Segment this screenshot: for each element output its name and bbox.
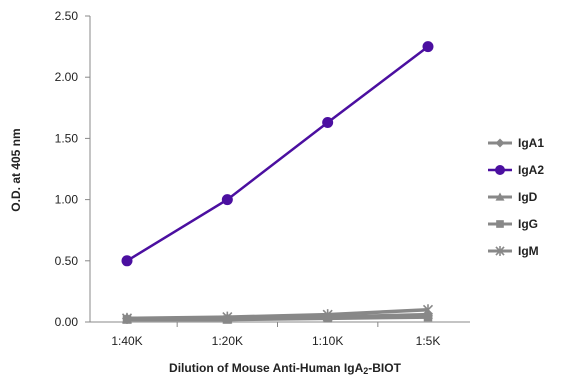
legend-label-iga1: IgA1	[518, 136, 544, 150]
x-tick-label: 1:20K	[212, 334, 243, 348]
legend-item-igg: IgG	[488, 217, 538, 231]
data-point-iga2	[422, 41, 434, 53]
axes	[89, 16, 470, 323]
series-group	[121, 41, 434, 324]
x-axis-ticks: 1:40K 1:20K 1:10K 1:5K	[111, 322, 440, 348]
y-tick-label: 0.50	[55, 254, 79, 268]
legend-label-igd: IgD	[518, 190, 538, 204]
x-axis-title-suffix: -BIOT	[368, 361, 401, 375]
x-axis-title-main: Dilution of Mouse Anti-Human IgA	[169, 361, 364, 375]
data-point-iga2	[221, 194, 233, 206]
legend-item-iga2: IgA2	[488, 163, 544, 177]
data-point-igm	[121, 312, 133, 324]
data-point-iga2	[322, 116, 334, 128]
legend-marker-iga2	[495, 165, 505, 175]
y-axis-title: O.D. at 405 nm	[9, 128, 23, 211]
legend-marker-igm	[495, 246, 505, 256]
legend: IgA1 IgA2 IgD IgG IgM	[488, 136, 544, 258]
y-tick-label: 0.00	[55, 315, 79, 329]
x-axis-title: Dilution of Mouse Anti-Human IgA2-BIOT	[169, 361, 402, 376]
x-axis-title-subscript: 2	[363, 366, 368, 376]
legend-item-igd: IgD	[488, 190, 538, 204]
data-point-igg	[423, 312, 433, 322]
x-tick-label: 1:40K	[111, 334, 142, 348]
y-tick-label: 1.50	[55, 131, 79, 145]
legend-label-igm: IgM	[518, 244, 539, 258]
series-igm	[121, 304, 434, 324]
legend-marker-iga1	[495, 138, 505, 148]
legend-label-iga2: IgA2	[518, 163, 544, 177]
legend-marker-igd	[495, 192, 505, 201]
series-line-iga2	[126, 45, 429, 262]
y-axis-ticks: 0.00 0.50 1.00 1.50 2.00 2.50	[55, 9, 90, 329]
series-line-igg	[127, 315, 429, 322]
legend-marker-igg	[496, 220, 504, 228]
x-tick-label: 1:10K	[312, 334, 343, 348]
legend-label-igg: IgG	[518, 217, 538, 231]
y-tick-label: 2.00	[55, 70, 79, 84]
series-line-igm	[126, 308, 429, 321]
x-tick-label: 1:5K	[416, 334, 441, 348]
series-iga2	[121, 41, 434, 267]
data-point-igm	[222, 311, 233, 323]
y-tick-label: 1.00	[55, 193, 79, 207]
y-tick-label: 2.50	[55, 9, 79, 23]
data-point-igm	[322, 309, 333, 321]
legend-item-iga1: IgA1	[488, 136, 544, 150]
data-point-igm	[422, 304, 434, 316]
legend-item-igm: IgM	[488, 244, 539, 258]
data-point-iga2	[121, 255, 133, 267]
